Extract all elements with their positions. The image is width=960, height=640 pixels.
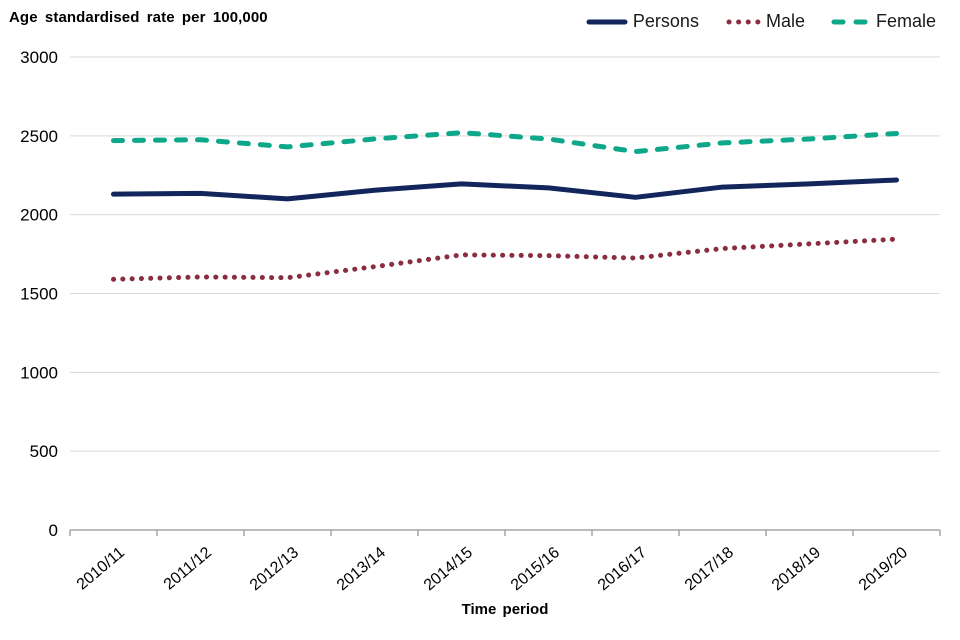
legend-label-female: Female xyxy=(875,11,936,31)
legend-label-persons: Persons xyxy=(632,11,699,31)
legend-item-female: Female xyxy=(831,11,936,32)
y-tick-label: 0 xyxy=(49,521,58,540)
x-tick-label: 2010/11 xyxy=(74,544,128,594)
y-tick-label: 1000 xyxy=(20,363,58,382)
legend-label-male: Male xyxy=(765,11,805,31)
x-tick-label: 2012/13 xyxy=(247,544,302,594)
x-tick-label: 2018/19 xyxy=(769,544,824,594)
persons-line-swatch-icon xyxy=(586,19,628,24)
legend-item-male: Male xyxy=(725,11,805,32)
y-tick-label: 500 xyxy=(30,442,58,461)
x-tick-label: 2013/14 xyxy=(334,544,389,594)
x-tick-label: 2017/18 xyxy=(682,544,737,594)
x-tick-label: 2019/20 xyxy=(856,544,911,594)
legend: Persons Male Female xyxy=(586,11,936,32)
female-dashed-swatch-icon xyxy=(831,19,871,24)
series-line-female xyxy=(111,130,899,155)
x-axis-title: Time period xyxy=(461,601,549,618)
legend-item-persons: Persons xyxy=(586,11,699,32)
series-line-male xyxy=(111,236,899,282)
y-tick-label: 1500 xyxy=(20,285,58,304)
x-tick-label: 2016/17 xyxy=(595,544,650,594)
y-tick-label: 3000 xyxy=(20,48,58,67)
chart-title: Age standardised rate per 100,000 xyxy=(9,9,268,26)
x-tick-label: 2011/12 xyxy=(161,544,215,594)
y-tick-label: 2000 xyxy=(20,206,58,225)
x-tick-label: 2015/16 xyxy=(508,544,563,594)
series-line-persons xyxy=(111,177,899,202)
y-tick-label: 2500 xyxy=(20,127,58,146)
x-tick-label: 2014/15 xyxy=(421,544,476,594)
